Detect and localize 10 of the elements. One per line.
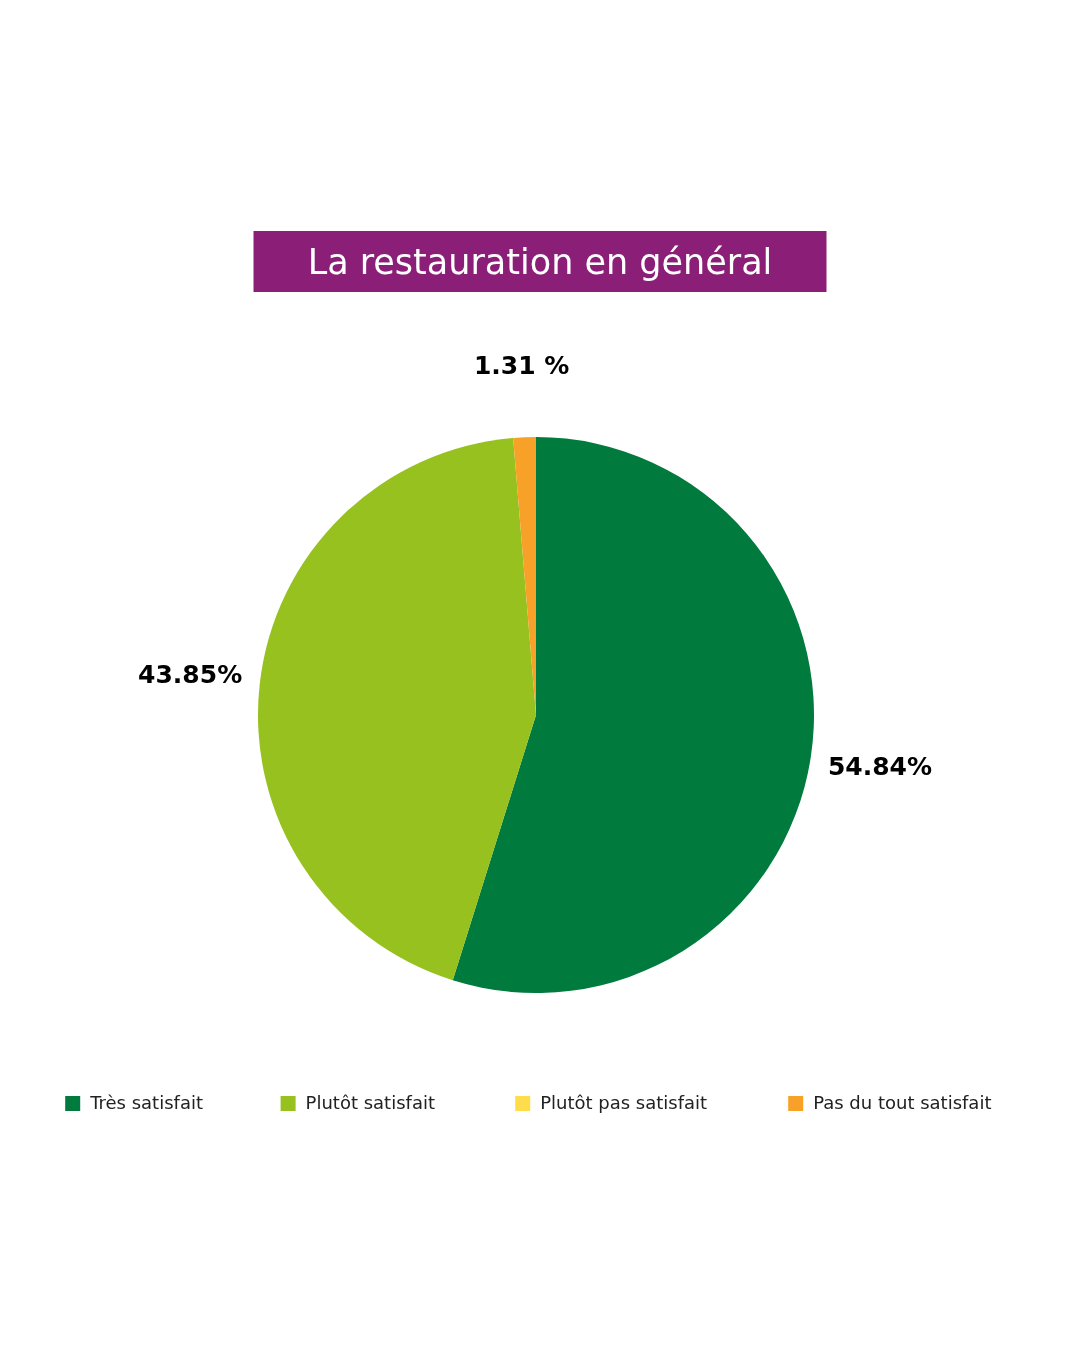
chart-title: La restauration en général: [307, 242, 773, 282]
data-label: 43.85%: [138, 660, 243, 690]
legend-label: Très satisfait: [89, 1092, 204, 1113]
legend-label: Pas du tout satisfait: [813, 1092, 992, 1113]
legend-label: Plutôt satisfait: [305, 1092, 435, 1113]
pie-slice: [452, 437, 814, 993]
data-label: 54.84%: [827, 751, 933, 781]
data-label: 1.31 %: [473, 351, 570, 381]
legend-label: Plutôt pas satisfait: [540, 1092, 708, 1113]
pie-slice: [258, 437, 536, 981]
